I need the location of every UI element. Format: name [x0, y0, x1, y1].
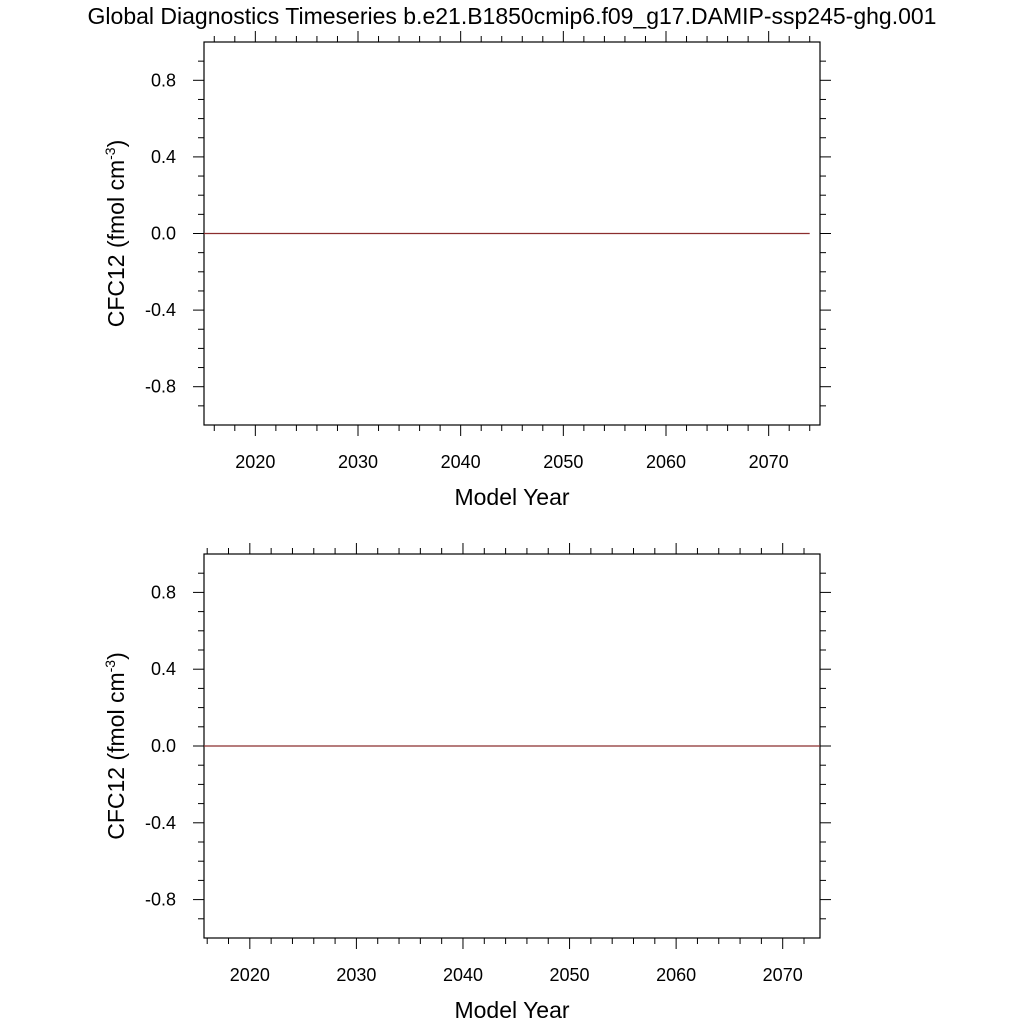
- y-axis-title: CFC12 (fmol cm-3): [102, 652, 129, 840]
- y-tick-label: -0.4: [145, 300, 176, 320]
- chart-panel-2: 0.8 0.4 0.0 -0.4 -0.8 2020 2030 2040 2050 2060 207…: [102, 543, 831, 1023]
- x-tick-label: 2020: [235, 452, 275, 472]
- x-tick-label: 2050: [550, 965, 590, 985]
- y-tick-label: -0.4: [145, 813, 176, 833]
- y-axis-title-close: ): [103, 140, 129, 148]
- x-tick-label: 2070: [749, 452, 789, 472]
- y-axis-title-main: CFC12 (fmol cm: [103, 672, 129, 839]
- x-tick-label: 2050: [543, 452, 583, 472]
- x-tick-label: 2020: [230, 965, 270, 985]
- chart-panel-1: 0.8 0.4 0.0 -0.4 -0.8 2020 2030 2040 2050 2060 207…: [102, 31, 831, 510]
- x-tick-label: 2030: [338, 452, 378, 472]
- y-axis-title-main: CFC12 (fmol cm: [103, 160, 129, 327]
- y-tick-label: 0.0: [151, 736, 176, 756]
- y-axis-title-close: ): [103, 652, 129, 660]
- x-tick-label: 2040: [441, 452, 481, 472]
- y-tick-label: -0.8: [145, 890, 176, 910]
- x-axis-title: Model Year: [454, 484, 569, 510]
- y-axis-title-exponent: -3: [102, 147, 118, 160]
- x-tick-label: 2060: [646, 452, 686, 472]
- y-tick-label: 0.4: [151, 659, 176, 679]
- y-axis-title-exponent: -3: [102, 660, 118, 673]
- y-axis-title: CFC12 (fmol cm-3): [102, 140, 129, 328]
- x-tick-label: 2060: [656, 965, 696, 985]
- y-tick-label: 0.8: [151, 582, 176, 602]
- x-tick-label: 2070: [763, 965, 803, 985]
- y-tick-label: -0.8: [145, 377, 176, 397]
- y-tick-label: 0.8: [151, 70, 176, 90]
- page-title: Global Diagnostics Timeseries b.e21.B185…: [88, 3, 937, 29]
- x-axis-title: Model Year: [454, 997, 569, 1023]
- x-tick-label: 2040: [443, 965, 483, 985]
- y-tick-label: 0.0: [151, 224, 176, 244]
- y-tick-label: 0.4: [151, 147, 176, 167]
- x-tick-label: 2030: [336, 965, 376, 985]
